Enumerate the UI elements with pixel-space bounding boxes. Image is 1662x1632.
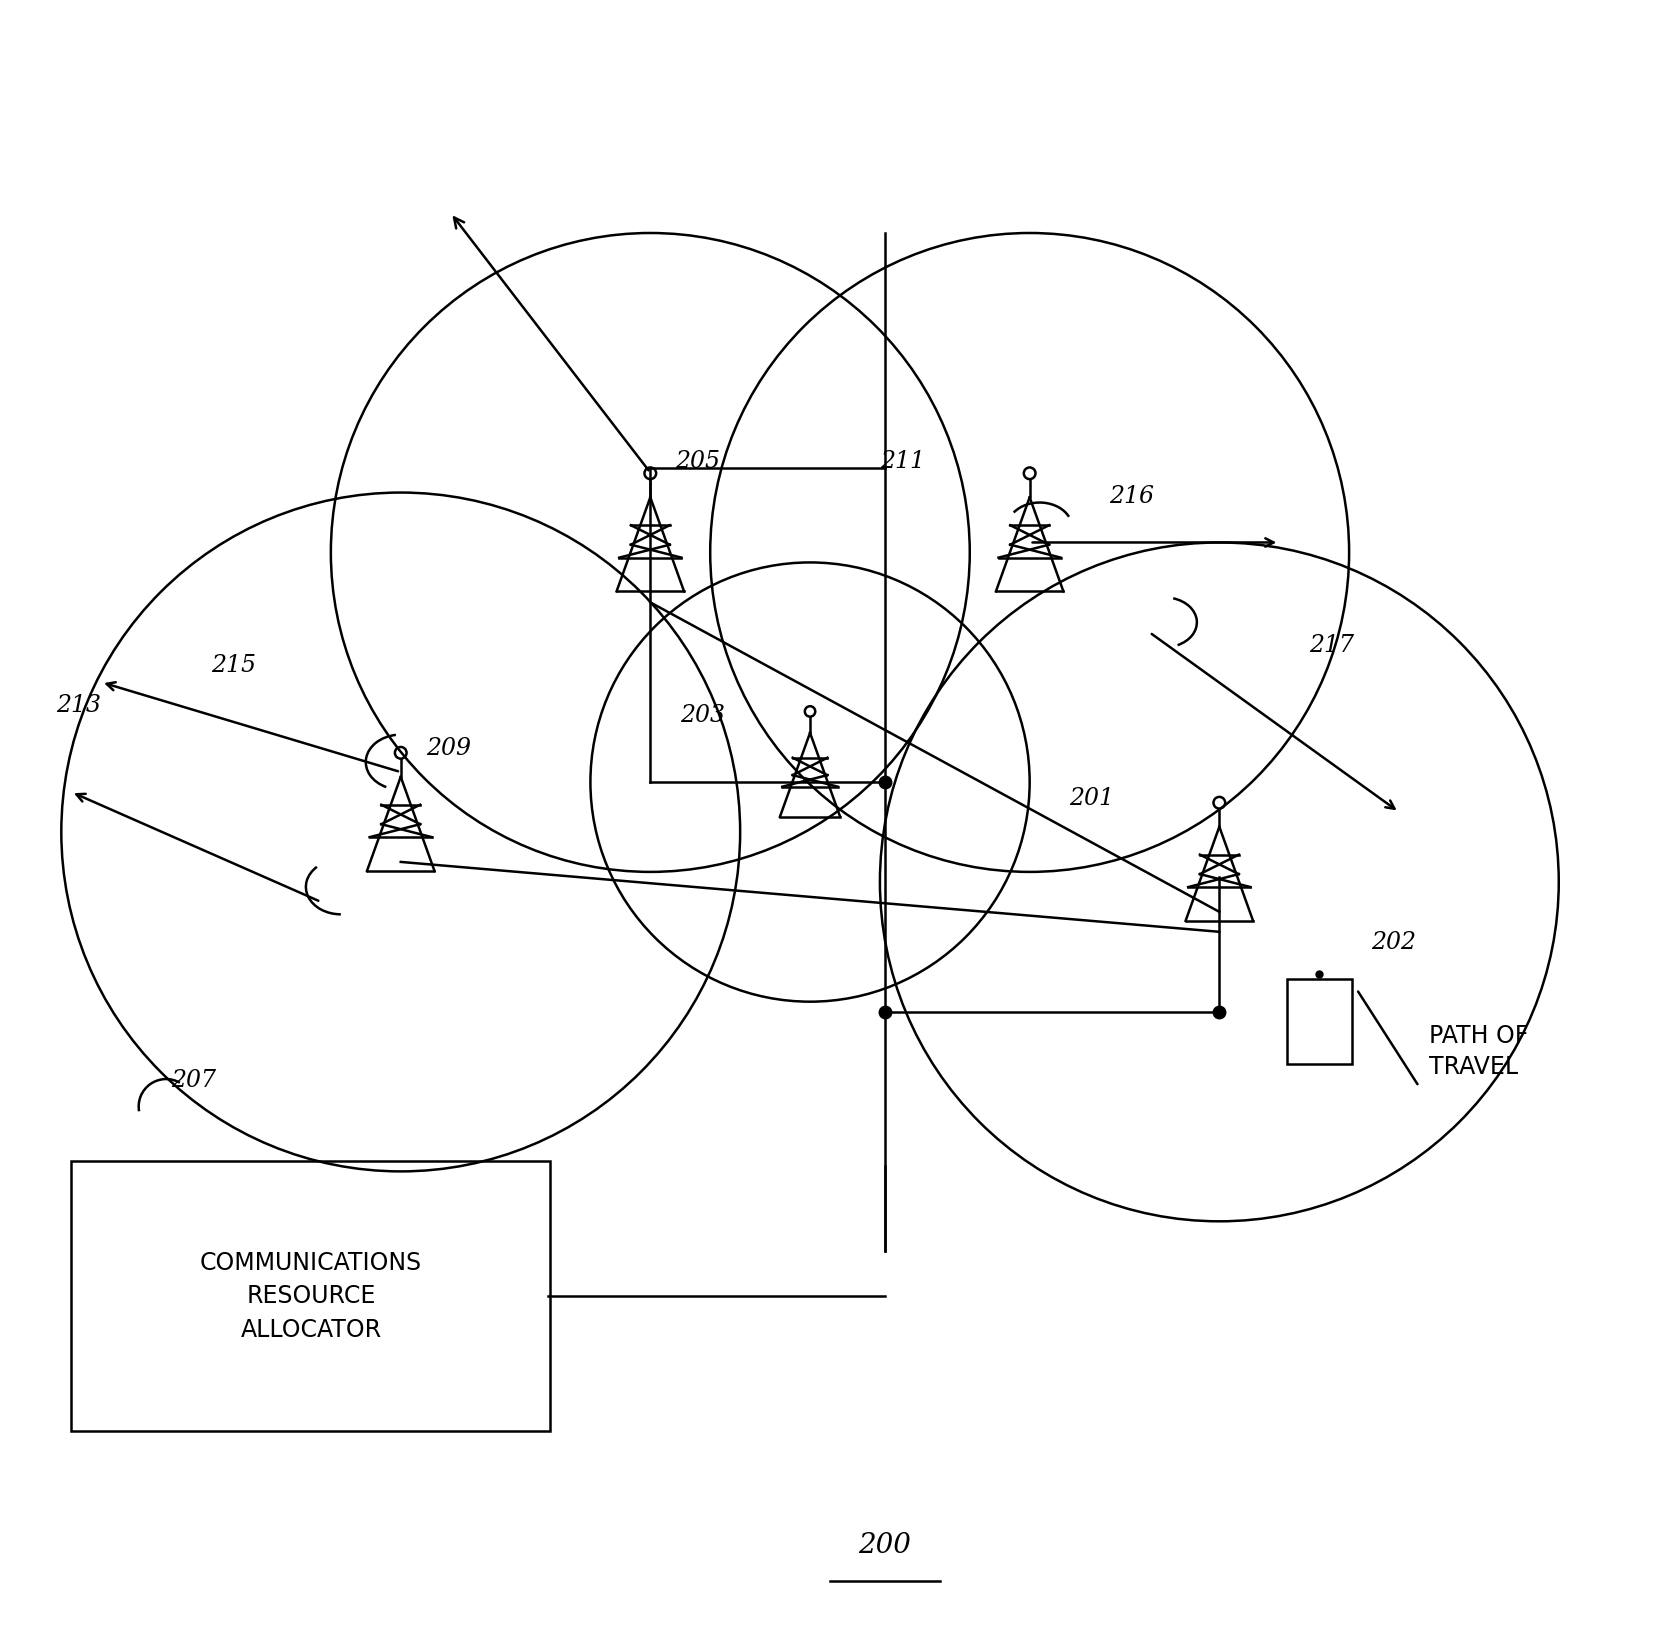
Text: 216: 216 bbox=[1110, 485, 1155, 508]
Bar bbox=[71, 1162, 550, 1431]
Text: 217: 217 bbox=[1310, 635, 1355, 658]
Text: 215: 215 bbox=[211, 654, 256, 677]
Text: 205: 205 bbox=[675, 449, 720, 473]
Text: 213: 213 bbox=[57, 694, 101, 716]
Text: 201: 201 bbox=[1070, 787, 1115, 809]
Text: 200: 200 bbox=[859, 1532, 911, 1559]
Text: 207: 207 bbox=[171, 1069, 216, 1092]
Bar bbox=[1286, 979, 1351, 1064]
Text: COMMUNICATIONS
RESOURCE
ALLOCATOR: COMMUNICATIONS RESOURCE ALLOCATOR bbox=[199, 1250, 422, 1342]
Text: 211: 211 bbox=[879, 449, 926, 473]
Text: 209: 209 bbox=[425, 738, 470, 761]
Text: 202: 202 bbox=[1371, 932, 1416, 955]
Text: PATH OF
TRAVEL: PATH OF TRAVEL bbox=[1429, 1023, 1529, 1079]
Text: 203: 203 bbox=[680, 703, 725, 728]
